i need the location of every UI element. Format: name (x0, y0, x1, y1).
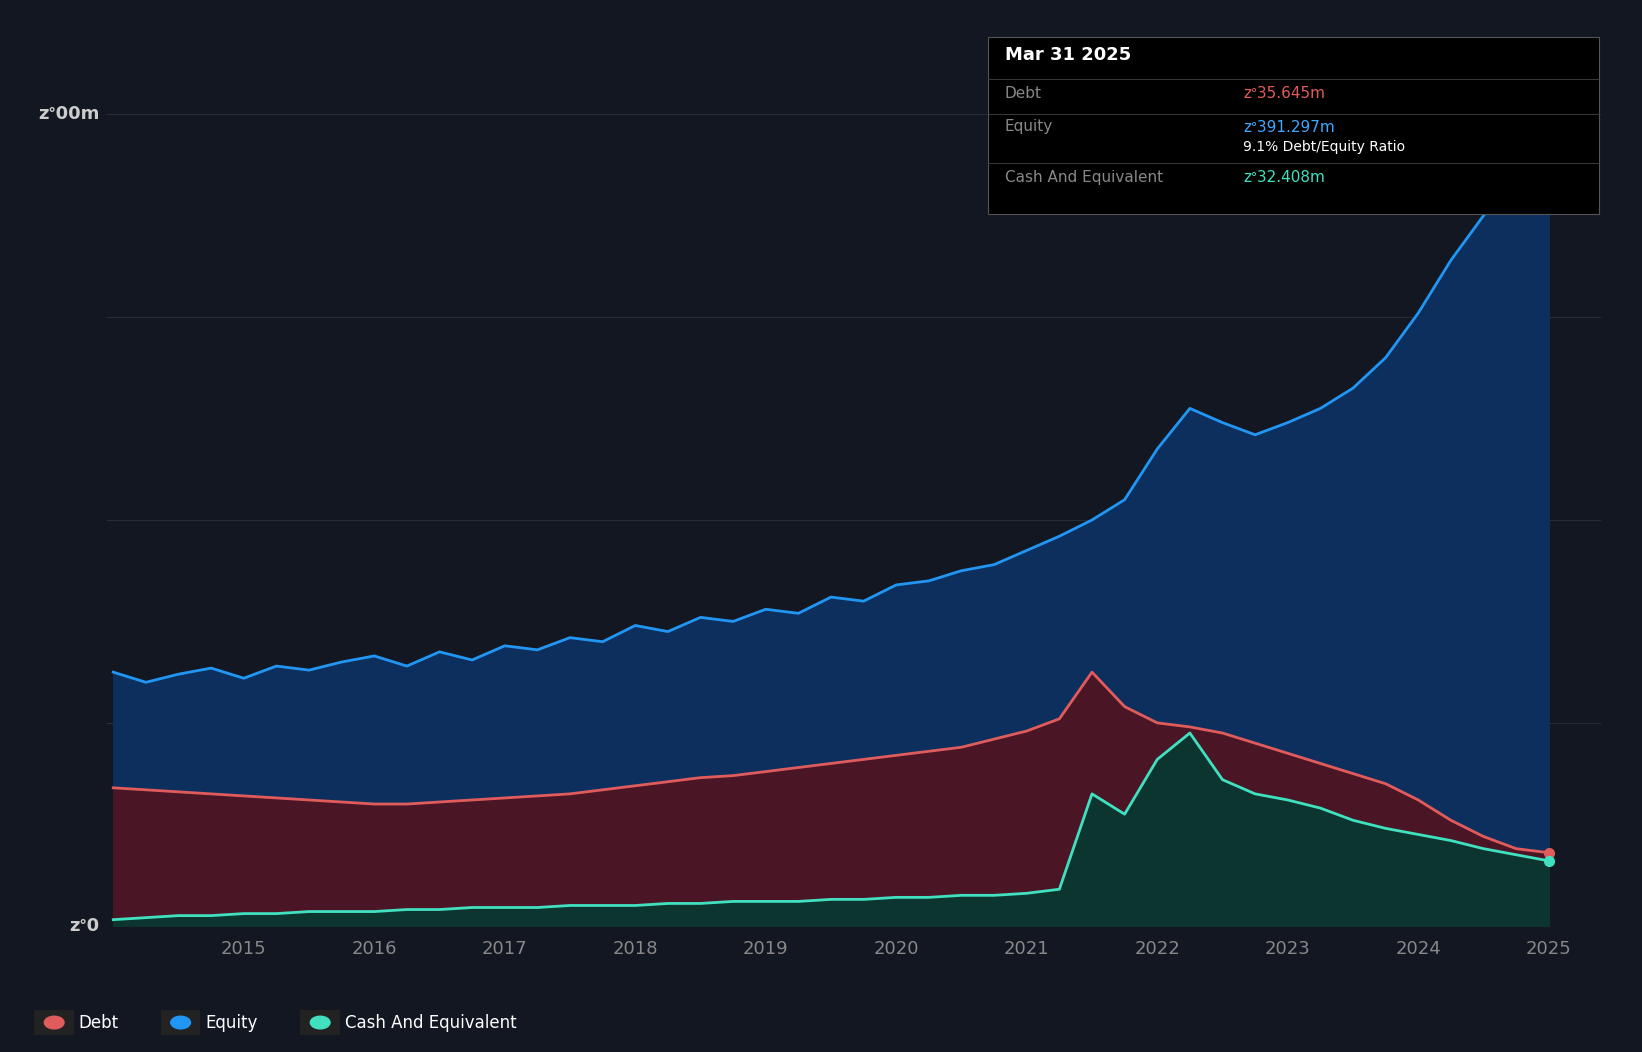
Text: zᐤ391.297m: zᐤ391.297m (1243, 120, 1335, 135)
Text: zᐤ35.645m: zᐤ35.645m (1243, 86, 1325, 101)
Text: 9.1% Debt/Equity Ratio: 9.1% Debt/Equity Ratio (1243, 141, 1406, 155)
Text: Debt: Debt (79, 1013, 118, 1032)
Text: Cash And Equivalent: Cash And Equivalent (345, 1013, 517, 1032)
Text: zᐤ00m: zᐤ00m (38, 105, 99, 123)
Text: Equity: Equity (205, 1013, 258, 1032)
Text: Cash And Equivalent: Cash And Equivalent (1005, 170, 1163, 185)
Text: Equity: Equity (1005, 120, 1053, 135)
Text: zᐤ32.408m: zᐤ32.408m (1243, 170, 1325, 185)
Text: Mar 31 2025: Mar 31 2025 (1005, 46, 1131, 64)
Text: zᐤ0: zᐤ0 (69, 916, 99, 935)
Text: Debt: Debt (1005, 86, 1043, 101)
